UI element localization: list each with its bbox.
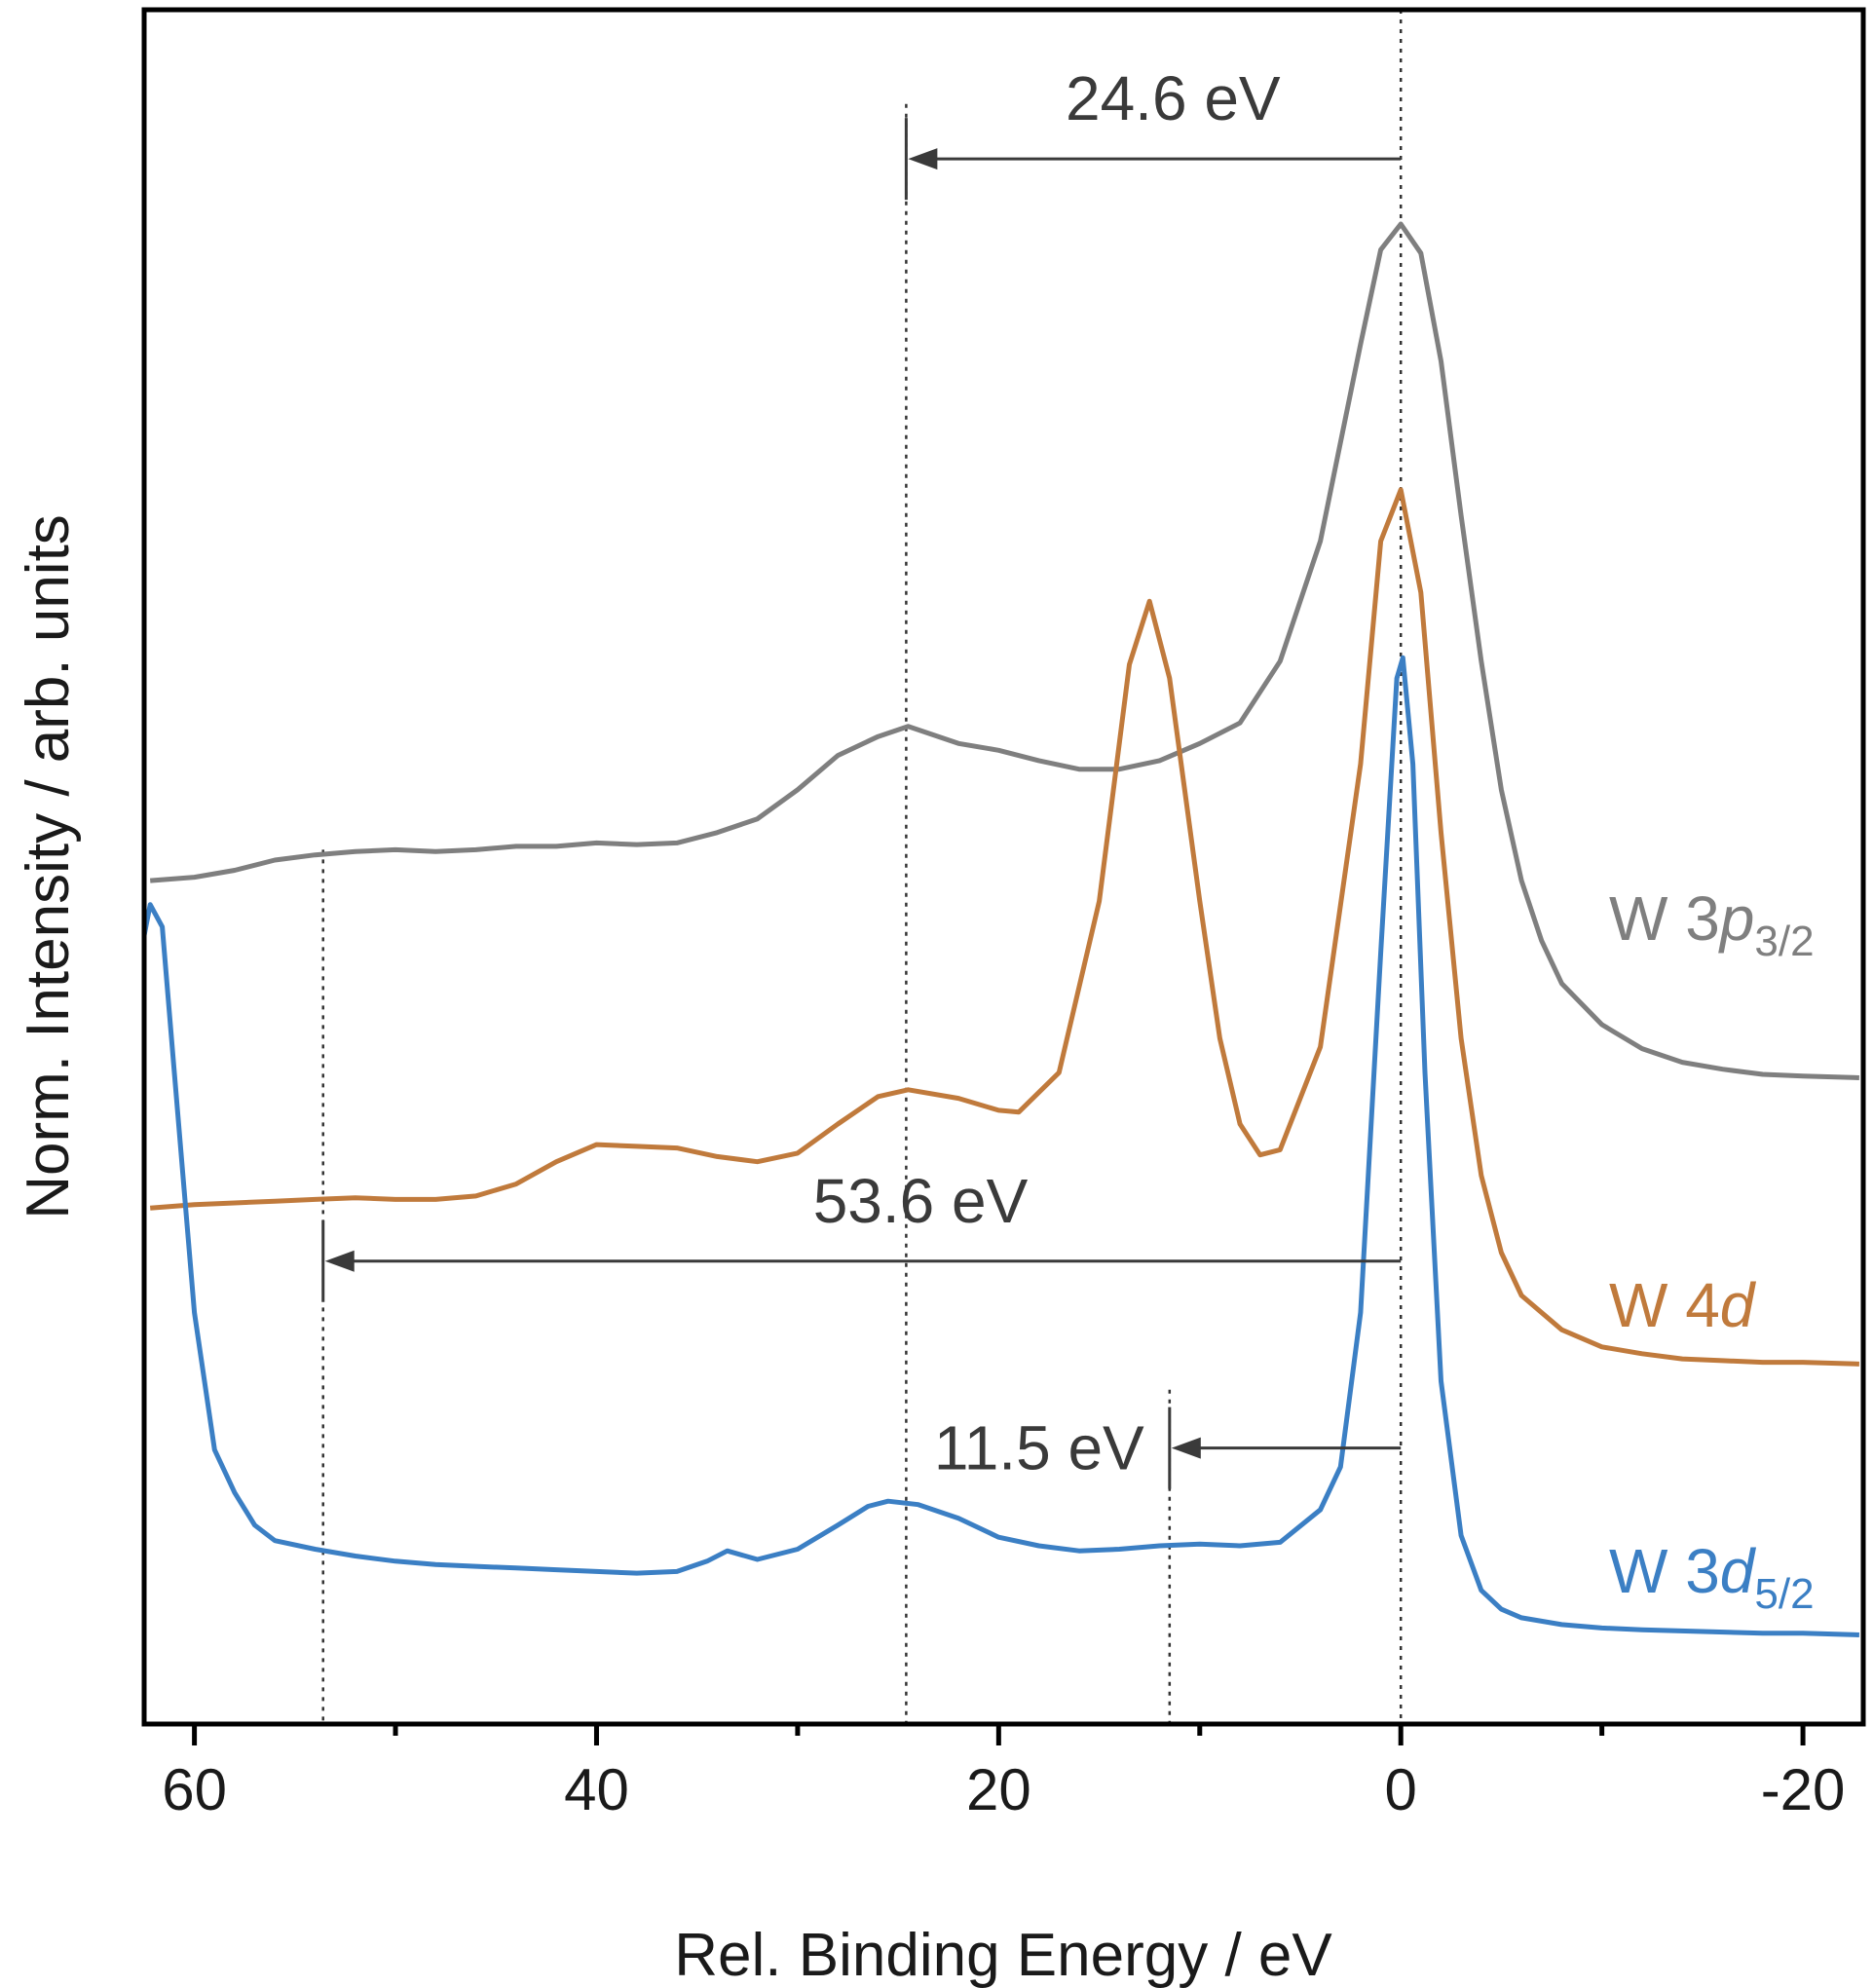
- series-line: [150, 221, 1859, 1080]
- x-axis-tick-labels: 60 40 20 0 -20: [162, 1757, 1845, 1822]
- series-lines: [144, 221, 1859, 1637]
- series-label-orbital: d: [1720, 1536, 1757, 1606]
- x-axis-ticks: [192, 1724, 1806, 1745]
- annotation-label: 11.5 eV: [934, 1413, 1144, 1483]
- y-axis-title: Norm. Intensity / arb. units: [15, 514, 82, 1219]
- series-label-prefix: W 3: [1609, 883, 1720, 954]
- series-label-prefix: W 3: [1609, 1536, 1720, 1606]
- series-label-subscript: 3/2: [1754, 918, 1814, 965]
- series-label-prefix: W 4: [1609, 1270, 1720, 1340]
- annotation-label: 53.6 eV: [813, 1166, 1029, 1236]
- x-tick-label: -20: [1761, 1757, 1846, 1822]
- series-label-subscript: 5/2: [1754, 1570, 1814, 1618]
- x-tick-label: 20: [966, 1757, 1031, 1822]
- plot-area: 24.6 eV 53.6 eV 11.5 eV: [144, 10, 1859, 1724]
- reference-lines: [321, 10, 1403, 1724]
- series-label: W 4d: [1609, 1270, 1757, 1340]
- series-line: [150, 487, 1859, 1367]
- series-label: W 3p3/2: [1609, 883, 1815, 965]
- plot-frame: [141, 7, 1866, 1727]
- annotation-arrowhead: [908, 148, 938, 170]
- x-tick-label: 40: [564, 1757, 629, 1822]
- series-label: W 3d5/2: [1609, 1536, 1815, 1618]
- x-tick-label: 60: [162, 1757, 227, 1822]
- annotation-arrowhead: [1171, 1437, 1201, 1459]
- series-labels: W 3p3/2W 4dW 3d5/2: [1609, 883, 1815, 1618]
- annotation-label: 24.6 eV: [1066, 63, 1281, 133]
- series-label-orbital: p: [1718, 883, 1755, 954]
- series-line: [144, 655, 1859, 1637]
- annotation-arrowhead: [324, 1250, 355, 1272]
- x-tick-label: 0: [1385, 1757, 1417, 1822]
- series-label-orbital: d: [1720, 1270, 1757, 1340]
- x-axis-title: Rel. Binding Energy / eV: [674, 1922, 1332, 1988]
- annotations: 24.6 eV 53.6 eV 11.5 eV: [321, 63, 1402, 1489]
